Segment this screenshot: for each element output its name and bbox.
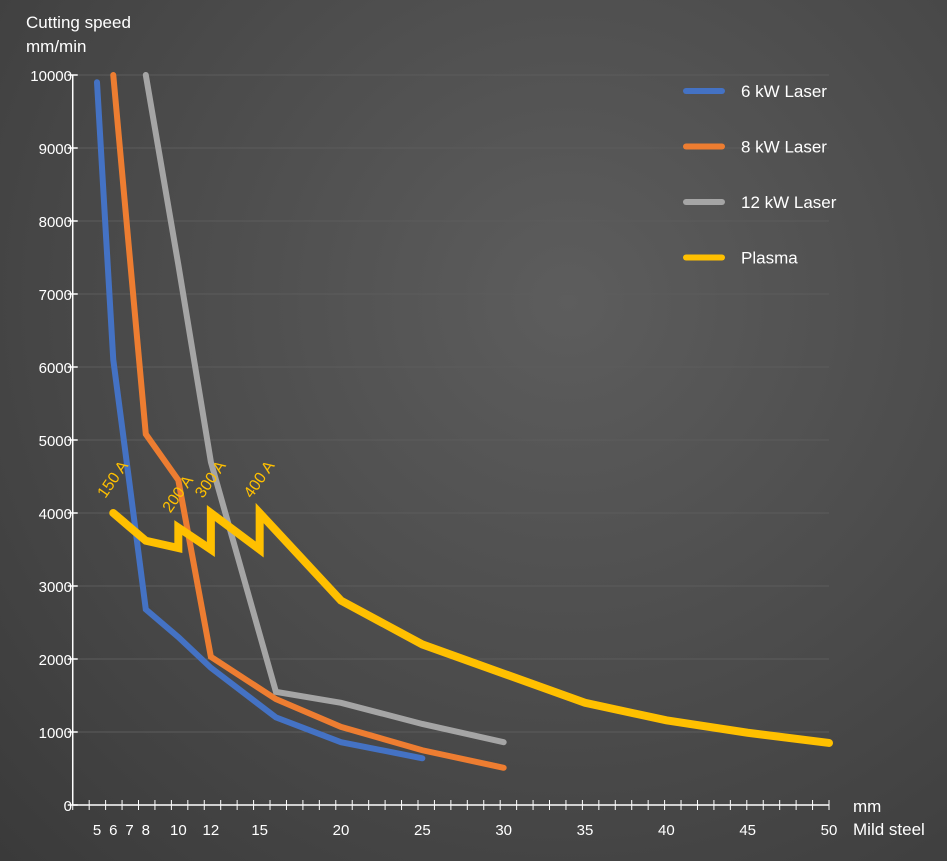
y-tick-label: 7000	[39, 287, 72, 304]
y-tick-label: 3000	[39, 579, 72, 596]
y-tick-label: 1000	[39, 725, 72, 742]
x-tick-label: 45	[739, 822, 756, 839]
y-tick-label: 5000	[39, 433, 72, 450]
y-tick-label: 9000	[39, 141, 72, 158]
legend: 6 kW Laser 8 kW Laser 12 kW Laser Plasma	[683, 82, 837, 268]
x-tick-label: 12	[203, 822, 220, 839]
x-tick-label: 25	[414, 822, 431, 839]
legend-label: 8 kW Laser	[741, 138, 827, 157]
legend-label: Plasma	[741, 249, 798, 268]
x-axis-unit: mm	[853, 797, 881, 816]
x-tick-label: 6	[109, 822, 117, 839]
series-line-2	[142, 72, 507, 746]
axes: 0 1000 2000 3000 4000 5000 6000 7000 8000 9000 100…	[30, 68, 837, 839]
x-axis-label: Mild steel	[853, 820, 925, 839]
series-line-1	[110, 72, 507, 771]
series-line-3	[109, 502, 833, 747]
current-annotation: 300 A	[192, 458, 230, 502]
x-tick-label: 10	[170, 822, 187, 839]
x-tick-label: 20	[333, 822, 350, 839]
series-line-0	[94, 79, 426, 762]
x-tick-label: 7	[125, 822, 133, 839]
y-tick-label: 8000	[39, 214, 72, 231]
current-annotation: 400 A	[241, 458, 279, 502]
x-tick-label: 50	[821, 822, 838, 839]
current-annotation: 200 A	[160, 472, 198, 516]
gridlines	[72, 74, 829, 733]
x-tick-label: 8	[142, 822, 150, 839]
y-tick-label: 6000	[39, 360, 72, 377]
legend-label: 6 kW Laser	[741, 82, 827, 101]
y-axis-label-line2: mm/min	[26, 37, 86, 56]
y-tick-label: 0	[64, 798, 72, 815]
legend-label: 12 kW Laser	[741, 193, 837, 212]
y-tick-label: 4000	[39, 506, 72, 523]
x-tick-label: 35	[577, 822, 594, 839]
y-axis-label-line1: Cutting speed	[26, 13, 131, 32]
x-tick-label: 40	[658, 822, 675, 839]
series-lines	[94, 72, 833, 771]
x-tick-label: 5	[93, 822, 101, 839]
y-tick-label: 10000	[30, 68, 72, 85]
x-tick-label: 15	[251, 822, 268, 839]
y-tick-label: 2000	[39, 652, 72, 669]
x-tick-label: 30	[495, 822, 512, 839]
